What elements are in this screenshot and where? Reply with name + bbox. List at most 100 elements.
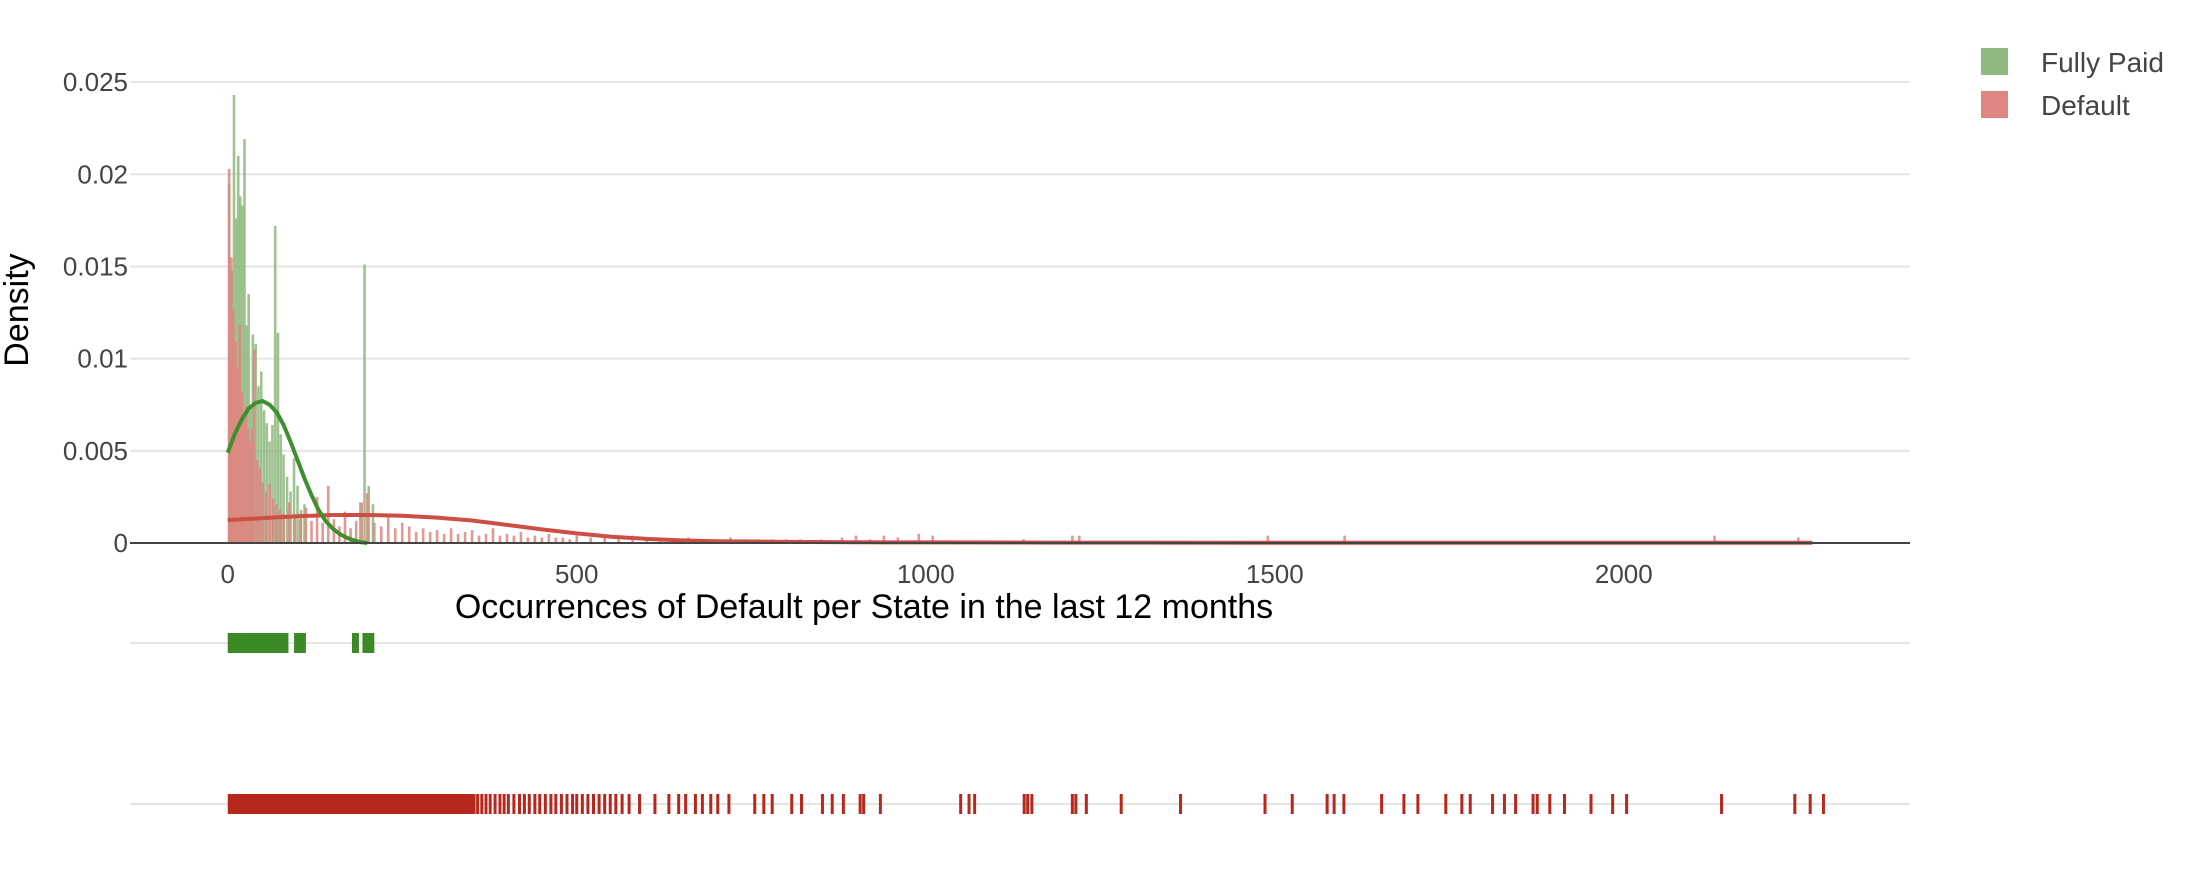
default-rug-tick [488, 794, 492, 814]
histogram-bar [414, 531, 418, 543]
histogram-bar [393, 528, 397, 543]
tick-labels: 0 0.005 0.01 0.015 0.02 0.025 0 500 1000 1500 2000 [63, 67, 1653, 589]
histogram-bar [246, 428, 250, 543]
histogram-bar [292, 458, 296, 543]
histogram-bar [271, 425, 274, 543]
histogram-bar [1071, 535, 1074, 543]
fully-paid-rug-band [362, 633, 375, 653]
default-rug [130, 794, 1910, 814]
histogram-bar [371, 504, 375, 543]
histogram-bar [343, 511, 347, 543]
default-rug-tick [1380, 794, 1384, 814]
histogram-bar [470, 530, 474, 543]
default-rug-tick [580, 794, 584, 814]
histogram-bar [282, 513, 285, 543]
default-rug-tick [830, 794, 834, 814]
histogram-bar [1343, 535, 1346, 543]
default-rug-tick [1070, 794, 1074, 814]
default-rug-tick [790, 794, 794, 814]
default-rug-tick [693, 794, 697, 814]
histogram-bar [265, 423, 269, 543]
fully-paid-rug-band [294, 633, 306, 653]
histogram-bar [275, 504, 278, 543]
legend-swatch-default[interactable] [1981, 91, 2008, 118]
histogram-bar [379, 526, 383, 543]
histogram-bar [435, 530, 439, 543]
default-rug-tick [476, 794, 480, 814]
histogram-bar [498, 535, 502, 543]
histogram-bar [645, 539, 648, 543]
histogram-bar [248, 441, 252, 543]
legend-label-default[interactable]: Default [2041, 90, 2130, 121]
histogram-bar [227, 168, 231, 543]
default-rug-tick [800, 794, 804, 814]
y-tick-label: 0.005 [63, 436, 128, 466]
histogram-bar [526, 537, 530, 543]
default-rug-tick [575, 794, 579, 814]
histogram-bar [250, 428, 254, 543]
histogram-bar [491, 528, 495, 543]
histogram-bar [617, 539, 620, 543]
default-rug-tick [638, 794, 642, 814]
fully-paid-kde-line [225, 399, 368, 545]
default-rug-tick [1611, 794, 1615, 814]
default-rug-tick [667, 794, 671, 814]
histogram-bar [354, 520, 358, 543]
default-rug-tick [1325, 794, 1329, 814]
histogram-bar [896, 537, 900, 543]
histogram-bar [421, 528, 425, 543]
legend[interactable]: Fully Paid Default [1981, 47, 2164, 121]
default-rug-tick [549, 794, 553, 814]
histogram-bar [533, 535, 537, 543]
default-rug-tick [700, 794, 704, 814]
y-axis-title: Density [0, 253, 36, 366]
default-rug-tick [518, 794, 522, 814]
histogram-bar [477, 535, 481, 543]
fully-paid-rug-band [351, 633, 359, 653]
histogram-bar [484, 533, 488, 543]
default-rug-tick [1625, 794, 1629, 814]
legend-label-fully-paid[interactable]: Fully Paid [2041, 47, 2164, 78]
default-rug-tick [727, 794, 731, 814]
default-rug-tick [1179, 794, 1183, 814]
default-rug-tick [1514, 794, 1518, 814]
histogram-bar [315, 496, 319, 543]
x-tick-label: 1500 [1246, 559, 1304, 589]
histogram-bar [547, 533, 551, 543]
histogram-bar [287, 502, 291, 543]
default-rug-band [227, 794, 476, 814]
histogram-bar [285, 476, 289, 543]
histogram-bar [428, 531, 432, 543]
histogram-bar [363, 264, 366, 543]
default-rug-tick [653, 794, 657, 814]
histogram-bar [254, 343, 257, 543]
histogram-bar [366, 493, 369, 543]
default-rug-tick [1022, 794, 1026, 814]
histogram-bar [1078, 535, 1081, 543]
default-rug-tick [1562, 794, 1566, 814]
default-rug-tick [1332, 794, 1336, 814]
default-rug-tick [1119, 794, 1123, 814]
default-rug-tick [1491, 794, 1495, 814]
histogram-bar [241, 205, 244, 544]
histogram-bar [234, 342, 237, 543]
histogram-bar [276, 332, 280, 543]
default-rug-tick [1460, 794, 1464, 814]
default-histogram [227, 168, 1800, 543]
histogram-bar [236, 367, 239, 543]
default-rug-tick [1074, 794, 1078, 814]
default-rug-tick [620, 794, 624, 814]
histogram-bar [278, 509, 282, 543]
default-rug-tick [522, 794, 526, 814]
histogram-bar [257, 386, 260, 543]
default-rug-tick [571, 794, 575, 814]
default-rug-tick [1808, 794, 1812, 814]
legend-swatch-fully-paid[interactable] [1981, 48, 2008, 75]
default-rug-tick [1342, 794, 1346, 814]
default-rug-tick [538, 794, 542, 814]
histogram-bar [258, 467, 262, 543]
histogram-bar [303, 504, 306, 543]
default-rug-tick [1263, 794, 1267, 814]
histogram-bar [373, 522, 376, 543]
